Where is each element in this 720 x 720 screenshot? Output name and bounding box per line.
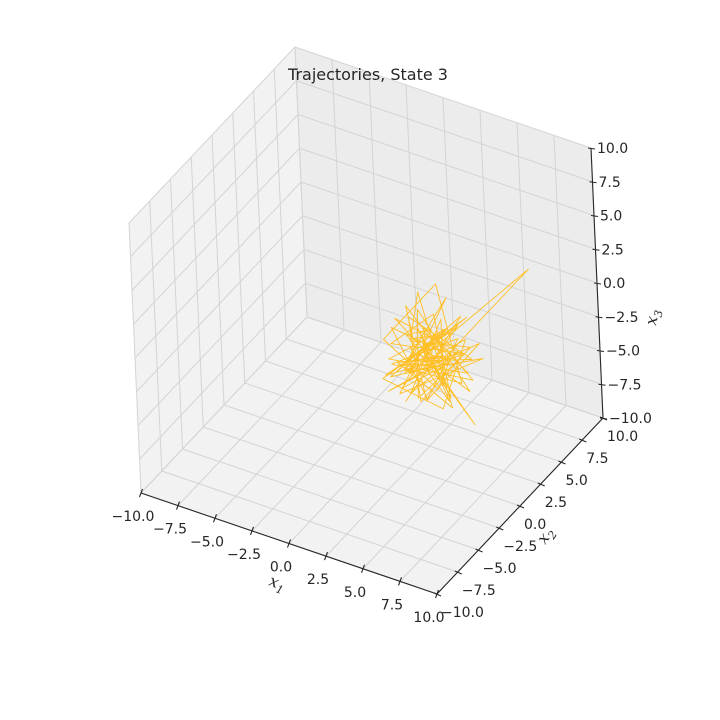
axes-lines <box>138 147 608 599</box>
grid-back-x-5 <box>479 110 493 381</box>
grid-left-y-8 <box>294 46 308 318</box>
z-tick-6 <box>590 214 599 218</box>
y-tick-0 <box>433 592 442 597</box>
grid-back-z-8 <box>294 46 592 149</box>
z-axis-label: x3 <box>641 308 665 328</box>
y-tick-6 <box>558 460 566 465</box>
x-tick-3 <box>249 526 255 536</box>
y-tick-8 <box>599 416 608 421</box>
y-tick-5 <box>537 482 545 487</box>
grid-back-z-5 <box>299 147 596 250</box>
series-line-0 <box>382 268 529 426</box>
x-tick-label-1: −7.5 <box>153 522 187 538</box>
y-tick-1 <box>454 570 462 575</box>
y-tick-label-6: 5.0 <box>566 473 588 489</box>
z-tick-5 <box>592 248 600 251</box>
y-tick-label-5: 2.5 <box>545 495 567 511</box>
x-tick-6 <box>360 564 366 573</box>
z-tick-label-3: −2.5 <box>605 310 639 326</box>
grid-back-z-6 <box>297 114 595 216</box>
x-axis-label: x1 <box>266 571 289 597</box>
x-tick-1 <box>175 501 181 510</box>
z-axis-label-main: x <box>641 315 661 327</box>
tick-labels: −10.0−10.0−10.0−7.5−7.5−7.5−5.0−5.0−5.0−… <box>112 141 652 626</box>
y-tick-7 <box>579 438 587 443</box>
z-tick-1 <box>598 383 606 386</box>
grid-floor-y-4 <box>223 404 521 507</box>
grid-left-y-6 <box>253 90 266 362</box>
x-tick-2 <box>212 514 218 523</box>
z-tick-label-0: −10.0 <box>609 411 652 427</box>
x-tick-label-2: −5.0 <box>190 534 224 550</box>
x-tick-4 <box>286 539 292 548</box>
grid-left-z-4 <box>134 181 302 359</box>
x-tick-label-3: −2.5 <box>227 547 261 563</box>
grid-left-y-5 <box>232 112 246 384</box>
x-tick-label-7: 7.5 <box>381 597 403 613</box>
z-tick-8 <box>587 147 596 150</box>
grid-floor-x-6 <box>362 392 530 570</box>
z-tick-label-6: 5.0 <box>600 209 622 225</box>
z-tick-label-5: 2.5 <box>602 242 624 258</box>
grid-back-z-4 <box>300 181 598 284</box>
z-tick-label-7: 7.5 <box>599 175 621 191</box>
x-tick-8 <box>434 589 440 599</box>
grid-left-y-7 <box>273 68 287 340</box>
y-tick-label-4: 0.0 <box>524 517 546 533</box>
grid-floor-x-7 <box>399 405 567 582</box>
grid-floor-y-7 <box>286 338 583 441</box>
x-tick-label-4: 0.0 <box>270 560 292 576</box>
z-tick-label-8: 10.0 <box>597 141 628 157</box>
x-axis-label-sub: 1 <box>274 582 285 597</box>
y-tick-label-7: 7.5 <box>586 451 608 467</box>
z-axis-label-sub: 3 <box>652 309 666 318</box>
x-tick-label-0: −10.0 <box>112 509 155 525</box>
x-tick-7 <box>397 577 403 586</box>
x-tick-label-6: 5.0 <box>344 585 366 601</box>
z-tick-3 <box>595 316 603 319</box>
series-layer <box>382 268 529 426</box>
grid-floor-y-5 <box>244 382 541 485</box>
x-tick-0 <box>138 488 144 498</box>
grid-left-z-8 <box>128 46 296 224</box>
z-tick-7 <box>589 181 597 184</box>
y-tick-3 <box>496 526 504 531</box>
z-tick-label-2: −5.0 <box>606 344 640 360</box>
z-tick-label-1: −7.5 <box>608 377 642 393</box>
grid-left-z-7 <box>130 80 297 258</box>
chart-title: Trajectories, State 3 <box>287 65 448 84</box>
y-tick-label-3: −2.5 <box>503 539 537 555</box>
z-tick-4 <box>593 282 602 285</box>
grid-floor-y-6 <box>265 360 562 463</box>
y-tick-4 <box>516 504 525 509</box>
grid-left-z-5 <box>133 147 300 325</box>
z-tick-label-4: 0.0 <box>603 276 625 292</box>
y-tick-label-2: −5.0 <box>483 561 517 577</box>
grid-back-x-6 <box>516 122 530 393</box>
grid-left-z-6 <box>131 114 299 291</box>
z-tick-2 <box>596 349 605 353</box>
x-tick-5 <box>323 551 329 561</box>
grid-back-x-7 <box>553 135 567 406</box>
y-tick-label-8: 10.0 <box>607 429 638 445</box>
y-tick-2 <box>475 548 483 553</box>
grid-back-z-7 <box>296 80 593 183</box>
x-tick-label-8: 10.0 <box>413 610 444 626</box>
y-tick-label-0: −10.0 <box>441 605 484 621</box>
x-tick-label-5: 2.5 <box>307 572 329 588</box>
axes-grid <box>128 46 604 595</box>
y-tick-label-1: −7.5 <box>462 583 496 599</box>
